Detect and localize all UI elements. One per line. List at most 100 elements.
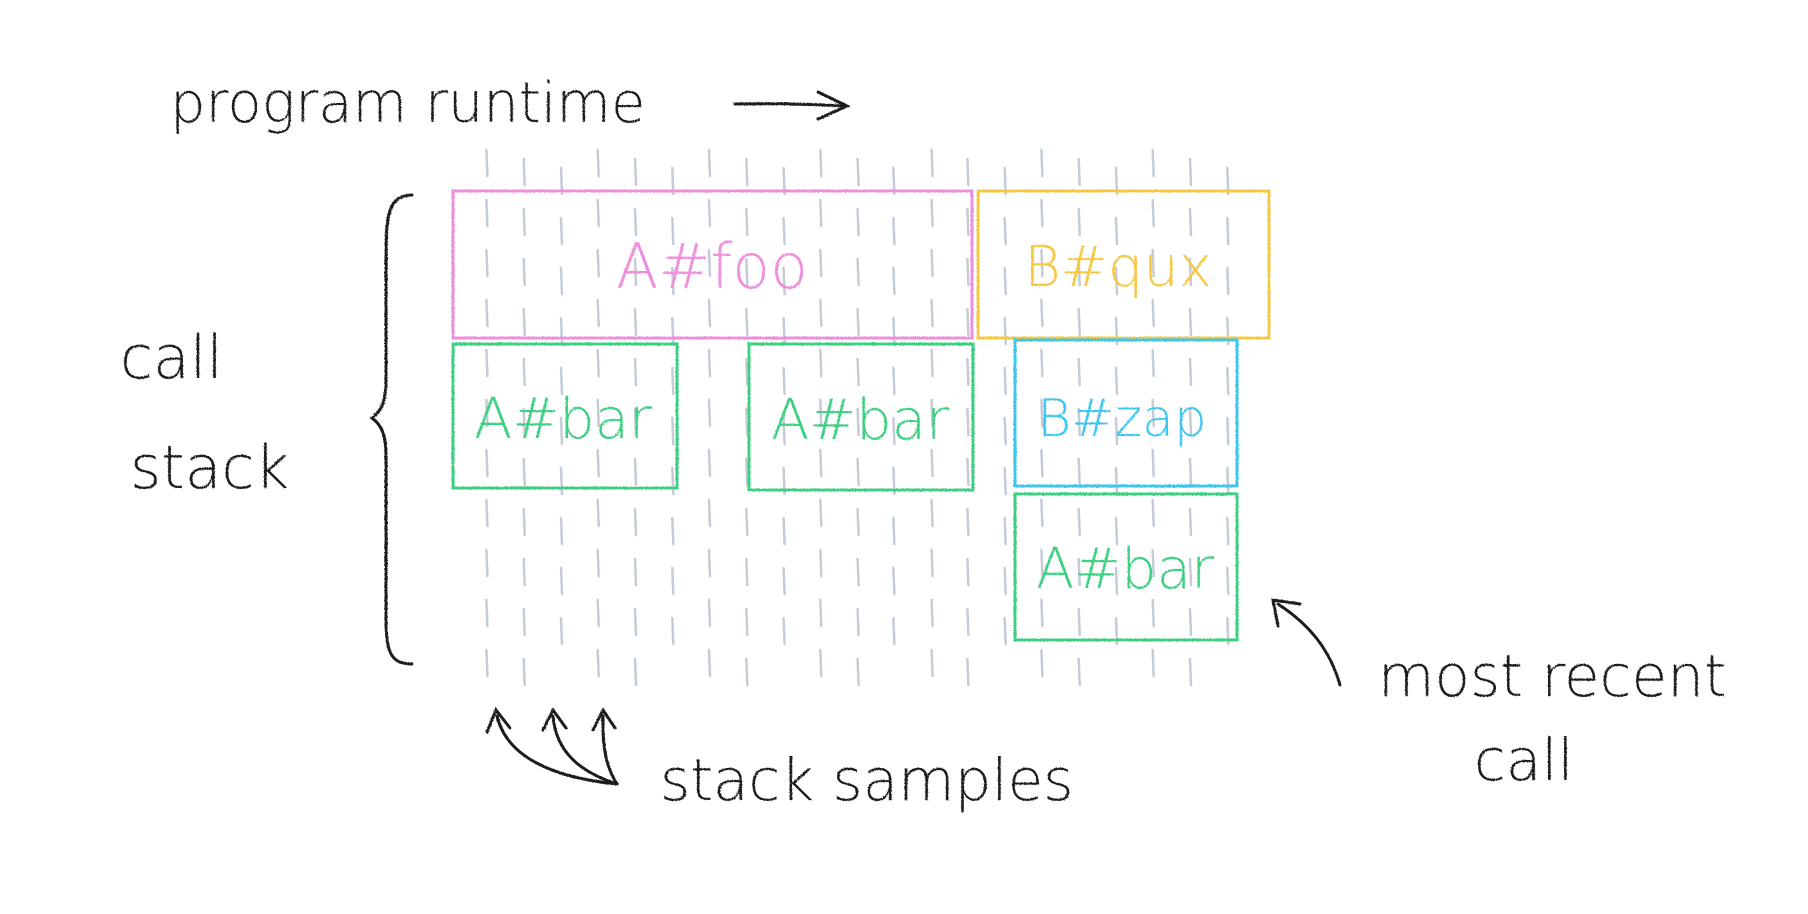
stack-sample-dash — [930, 598, 934, 628]
stack-sample-dash — [966, 157, 970, 187]
stack-sample-dash — [856, 357, 860, 387]
stack-sample-dash — [892, 266, 896, 296]
stack-sample-dash — [966, 557, 970, 587]
stack-samples-arrows — [485, 707, 619, 786]
stack-sample-dash — [745, 557, 749, 587]
stack-sample-dash — [1040, 348, 1044, 378]
stack-sample-dash — [559, 266, 564, 296]
stack-sample-dash — [596, 248, 600, 278]
stack-sample-dash — [485, 198, 489, 228]
stack-sample-dash — [633, 307, 638, 337]
stack-sample-dash — [782, 616, 786, 646]
stack-sample-dash — [522, 407, 526, 437]
stack-sample-dash — [1040, 298, 1044, 328]
stack-sample-dash — [522, 257, 526, 287]
stack-sample-dash — [1151, 348, 1155, 378]
stack-sample-dash — [596, 648, 600, 678]
stack-sample-dash — [1226, 466, 1230, 496]
stack-sample-dash — [485, 498, 489, 528]
stack-sample-dash — [856, 307, 860, 337]
stack-sample-dash — [707, 248, 712, 278]
stack-sample-dash — [1151, 448, 1155, 478]
stack-sample-dash — [745, 607, 749, 637]
stack-sample-dash — [1188, 257, 1193, 287]
stack-sample-dash — [1040, 648, 1044, 678]
stack-sample-dash — [930, 498, 934, 528]
stack-sample-dash — [782, 366, 786, 396]
stack-sample-dash — [745, 457, 749, 487]
stack-sample-dash — [1003, 366, 1007, 396]
stack-sample-dash — [745, 307, 749, 337]
stack-sample-dash — [930, 148, 934, 178]
stack-sample-dash — [596, 348, 600, 378]
stack-sample-dash — [930, 348, 934, 378]
stack-sample-dash — [856, 207, 860, 237]
stack-sample-dash — [892, 516, 896, 546]
stack-sample-dash — [930, 298, 934, 328]
stack-sample-dash — [522, 457, 526, 487]
stack-sample-dash — [1003, 266, 1007, 296]
stack-sample-dash — [1114, 466, 1119, 496]
frame-a-bar-3: A#bar — [1013, 492, 1239, 642]
stack-sample-dash — [559, 366, 564, 396]
stack-sample-dash — [707, 548, 712, 578]
stack-sample-dash — [966, 407, 970, 437]
stack-sample-dash — [633, 407, 638, 437]
stack-sample-dash — [522, 157, 526, 187]
stack-sample-dash — [596, 448, 600, 478]
stack-sample-dash — [671, 266, 675, 296]
stack-sample-dash — [1188, 507, 1193, 537]
stack-sample-dash — [856, 157, 860, 187]
frame-b-qux: B#qux — [976, 189, 1271, 340]
stack-sample-dash — [633, 157, 638, 187]
stack-sample-dash — [1003, 516, 1007, 546]
stack-sample-dash — [707, 498, 712, 528]
stack-sample-dash — [596, 398, 600, 428]
frame-a-bar-1: A#bar — [451, 342, 679, 490]
stack-sample-dash — [596, 598, 600, 628]
stack-sample-dash — [782, 516, 786, 546]
stack-sample-dash — [633, 257, 638, 287]
stack-sample-dash — [1077, 357, 1081, 387]
most-recent-call-arrow — [1271, 598, 1342, 687]
stack-sample-dash — [596, 198, 600, 228]
stack-sample-dash — [1226, 266, 1230, 296]
stack-sample-dash — [745, 357, 749, 387]
stack-sample-dash — [1226, 566, 1230, 596]
stack-sample-dash — [1077, 407, 1081, 437]
frame-a-bar-1-label: A#bar — [474, 387, 652, 452]
stack-sample-dash — [782, 266, 786, 296]
stack-sample-dash — [485, 448, 489, 478]
stack-sample-dash — [1040, 148, 1044, 178]
stack-sample-dash — [1040, 498, 1044, 528]
stack-sample-dash — [1077, 457, 1081, 487]
stack-sample-dash — [1226, 516, 1230, 546]
stack-sample-dash — [707, 298, 712, 328]
frame-a-bar-3-box — [1013, 492, 1239, 642]
stack-sample-dash — [1151, 498, 1155, 528]
stack-sample-dash — [782, 566, 786, 596]
stack-sample-dash — [559, 566, 564, 596]
stack-sample-dash — [819, 548, 823, 578]
stack-sample-dash — [1077, 257, 1081, 287]
program-runtime-label: program runtime — [170, 71, 645, 136]
stack-sample-dash — [856, 507, 860, 537]
stack-sample-dash — [671, 466, 675, 496]
call-stack-brace — [369, 193, 414, 666]
stack-sample-dash — [819, 498, 823, 528]
runtime-arrow — [733, 90, 851, 121]
stack-sample-dash — [485, 398, 489, 428]
stack-sample-dash — [707, 198, 712, 228]
stack-sample-dash — [1226, 416, 1230, 446]
stack-sample-dash — [522, 607, 526, 637]
stack-sample-dash — [1151, 648, 1155, 678]
stack-sample-dash — [892, 566, 896, 596]
stack-sample-dash — [930, 198, 934, 228]
stack-sample-dash — [930, 398, 934, 428]
stack-sample-dash — [485, 548, 489, 578]
stack-sample-dash — [966, 457, 970, 487]
stack-sample-dash — [856, 557, 860, 587]
stack-sample-dash — [930, 548, 934, 578]
stack-sample-dash — [745, 157, 749, 187]
stack-sample-dash — [782, 216, 786, 246]
